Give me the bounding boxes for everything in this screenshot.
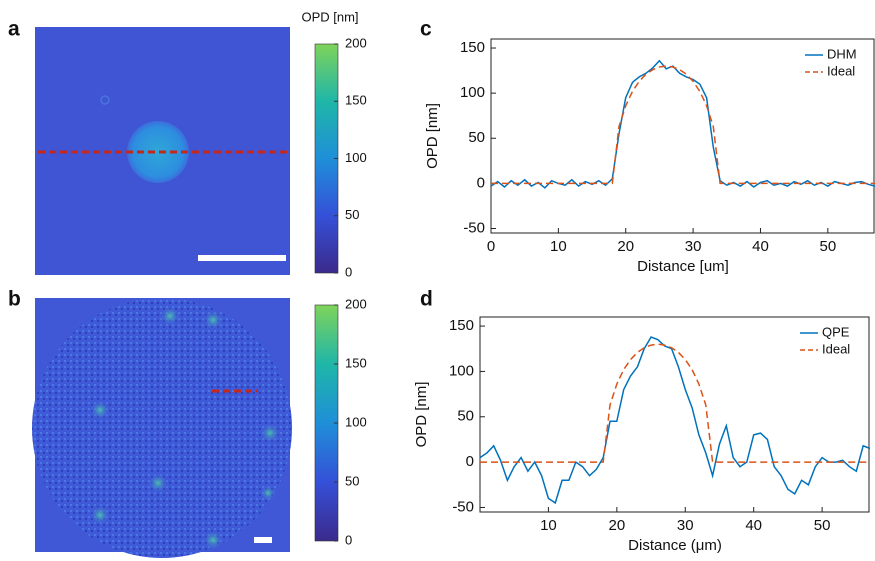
x-tick-label: 30 bbox=[677, 517, 694, 534]
panel-label: a bbox=[8, 18, 20, 41]
x-tick-label: 10 bbox=[540, 517, 557, 534]
series-line bbox=[490, 59, 875, 189]
series-line bbox=[491, 65, 875, 185]
image-b bbox=[32, 298, 292, 558]
y-axis-label: OPD [nm] bbox=[424, 103, 441, 169]
y-tick-label: -50 bbox=[463, 219, 485, 236]
x-tick-label: 30 bbox=[685, 238, 702, 255]
colorbar-tick-label: 0 bbox=[345, 532, 352, 547]
x-tick-label: 50 bbox=[814, 517, 831, 534]
y-tick-label: 150 bbox=[449, 317, 474, 334]
panel-label: d bbox=[420, 288, 433, 311]
colorbar-tick-label: 200 bbox=[345, 296, 367, 311]
x-axis-label: Distance [um] bbox=[637, 258, 729, 275]
x-tick-label: 40 bbox=[745, 517, 762, 534]
x-tick-label: 40 bbox=[752, 238, 769, 255]
colorbar-label: OPD [nm] bbox=[301, 9, 358, 24]
x-tick-label: 0 bbox=[487, 238, 495, 255]
colorbar-tick-label: 150 bbox=[345, 93, 367, 108]
colorbar-tick-label: 100 bbox=[345, 150, 367, 165]
legend-label: DHM bbox=[827, 46, 857, 61]
legend-label: Ideal bbox=[827, 63, 855, 78]
y-tick-label: 50 bbox=[457, 408, 474, 425]
colorbar-tick-label: 200 bbox=[345, 35, 367, 50]
x-tick-label: 20 bbox=[608, 517, 625, 534]
y-axis-label: OPD [nm] bbox=[413, 382, 430, 448]
y-tick-label: 100 bbox=[449, 362, 474, 379]
colorbar-tick-label: 150 bbox=[345, 355, 367, 370]
x-axis-label: Distance (μm) bbox=[628, 537, 722, 554]
x-tick-label: 20 bbox=[617, 238, 634, 255]
plot-frame bbox=[490, 38, 875, 234]
series-line bbox=[479, 336, 871, 505]
y-tick-label: 50 bbox=[468, 129, 485, 146]
panel-label: c bbox=[420, 18, 432, 41]
y-tick-label: 100 bbox=[460, 84, 485, 101]
y-tick-label: 0 bbox=[477, 174, 485, 191]
x-tick-label: 10 bbox=[550, 238, 567, 255]
panel-label: b bbox=[8, 288, 21, 311]
plot-frame bbox=[479, 316, 870, 513]
y-tick-label: -50 bbox=[452, 498, 474, 515]
x-tick-label: 50 bbox=[819, 238, 836, 255]
image-a bbox=[35, 27, 290, 275]
colorbar-tick-label: 100 bbox=[345, 414, 367, 429]
colorbar-tick-label: 50 bbox=[345, 207, 359, 222]
y-tick-label: 150 bbox=[460, 39, 485, 56]
legend-label: QPE bbox=[822, 324, 850, 339]
legend-label: Ideal bbox=[822, 341, 850, 356]
y-tick-label: 0 bbox=[466, 453, 474, 470]
colorbar-tick-label: 50 bbox=[345, 473, 359, 488]
colorbar-tick-label: 0 bbox=[345, 264, 352, 279]
series-line bbox=[480, 343, 870, 463]
